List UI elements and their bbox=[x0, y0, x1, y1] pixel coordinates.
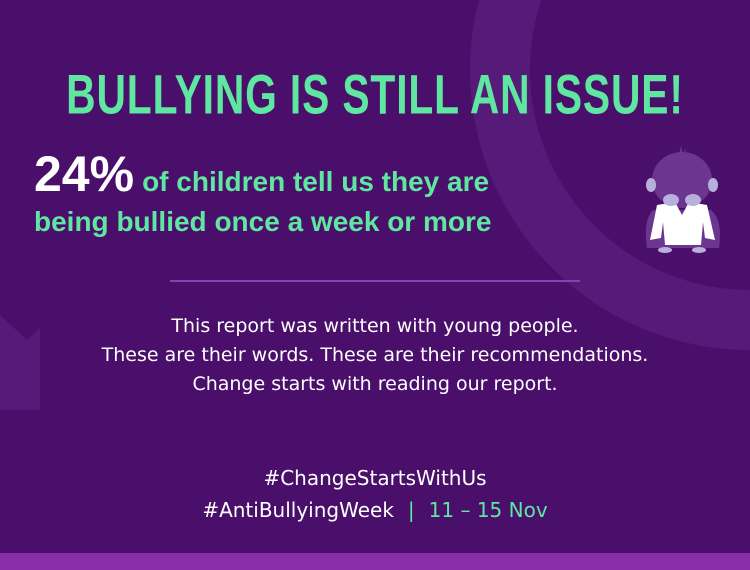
statistic: 24% of children tell us they are being bu… bbox=[34, 149, 492, 246]
bottom-stripe bbox=[0, 553, 750, 570]
hashtag-anti-bullying-week: #AntiBullyingWeek bbox=[202, 498, 394, 522]
stat-value: 24% bbox=[34, 146, 135, 202]
stat-line-1: of children tell us they are bbox=[142, 166, 490, 197]
report-description: This report was written with young peopl… bbox=[0, 312, 750, 399]
description-line-2: These are their words. These are their r… bbox=[101, 344, 649, 366]
description-line-3: Change starts with reading our report. bbox=[192, 373, 558, 395]
background-ring bbox=[470, 0, 750, 350]
hashtags: #ChangeStartsWithUs #AntiBullyingWeek | 11… bbox=[0, 462, 750, 526]
child-covering-face-icon bbox=[645, 146, 720, 253]
event-dates: 11 – 15 Nov bbox=[428, 498, 548, 522]
divider bbox=[170, 280, 580, 282]
separator: | bbox=[407, 498, 415, 522]
background-ribbon-shape bbox=[0, 315, 40, 410]
stat-line-2: being bullied once a week or more bbox=[34, 206, 492, 237]
hashtag-change-starts-with-us: #ChangeStartsWithUs bbox=[263, 466, 487, 490]
headline: BULLYING IS STILL AN ISSUE! bbox=[66, 64, 684, 126]
description-line-1: This report was written with young peopl… bbox=[171, 315, 579, 337]
